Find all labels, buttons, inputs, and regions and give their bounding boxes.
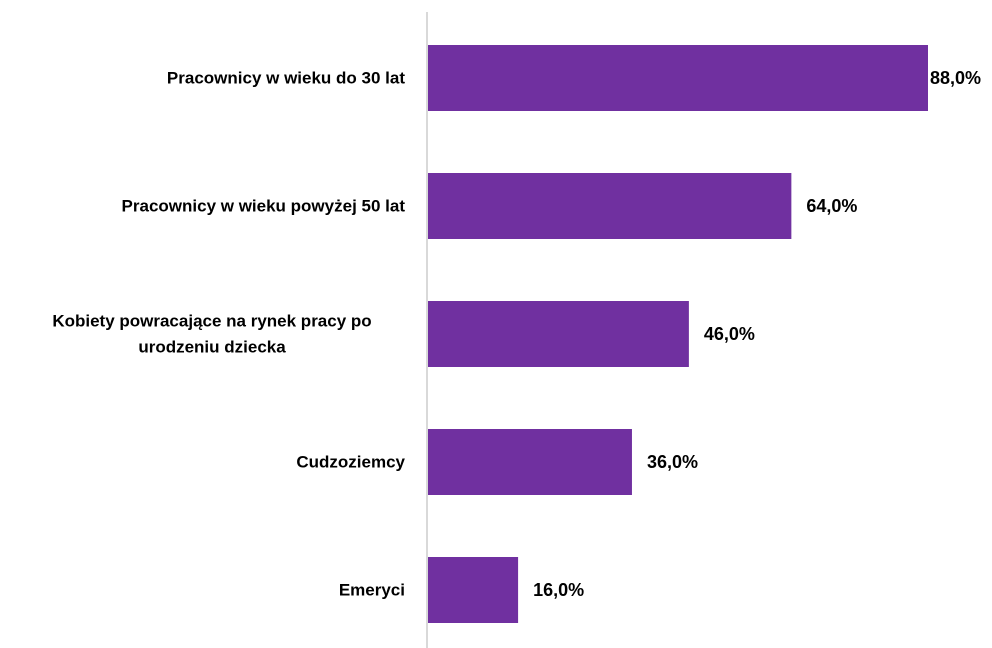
data-label-1: 88,0% [930,68,981,88]
bar-3 [427,301,689,367]
data-label-5: 16,0% [533,580,584,600]
bars-group [427,45,928,623]
bar-2 [427,173,792,239]
category-label-1: Pracownicy w wieku do 30 lat [167,69,405,88]
category-label-2: Pracownicy w wieku powyżej 50 lat [122,197,406,216]
category-label-line: Kobiety powracające na rynek pracy po [52,312,371,331]
category-labels-group: Pracownicy w wieku do 30 lat Pracownicy w… [52,69,405,600]
bar-5 [427,557,519,623]
data-label-4: 36,0% [647,452,698,472]
data-label-3: 46,0% [704,324,755,344]
data-label-2: 64,0% [806,196,857,216]
category-label-line: Cudzoziemcy [296,453,405,472]
category-label-5: Emeryci [339,581,405,600]
category-label-line: urodzeniu dziecka [138,338,286,357]
category-label-line: Pracownicy w wieku do 30 lat [167,69,405,88]
category-label-line: Emeryci [339,581,405,600]
category-label-4: Cudzoziemcy [296,453,405,472]
bar-4 [427,429,632,495]
bar-1 [427,45,928,111]
category-label-3: Kobiety powracające na rynek pracy po uro… [52,312,371,357]
data-labels-group: 88,0% 64,0% 46,0% 36,0% 16,0% [533,68,981,600]
category-label-line: Pracownicy w wieku powyżej 50 lat [122,197,406,216]
